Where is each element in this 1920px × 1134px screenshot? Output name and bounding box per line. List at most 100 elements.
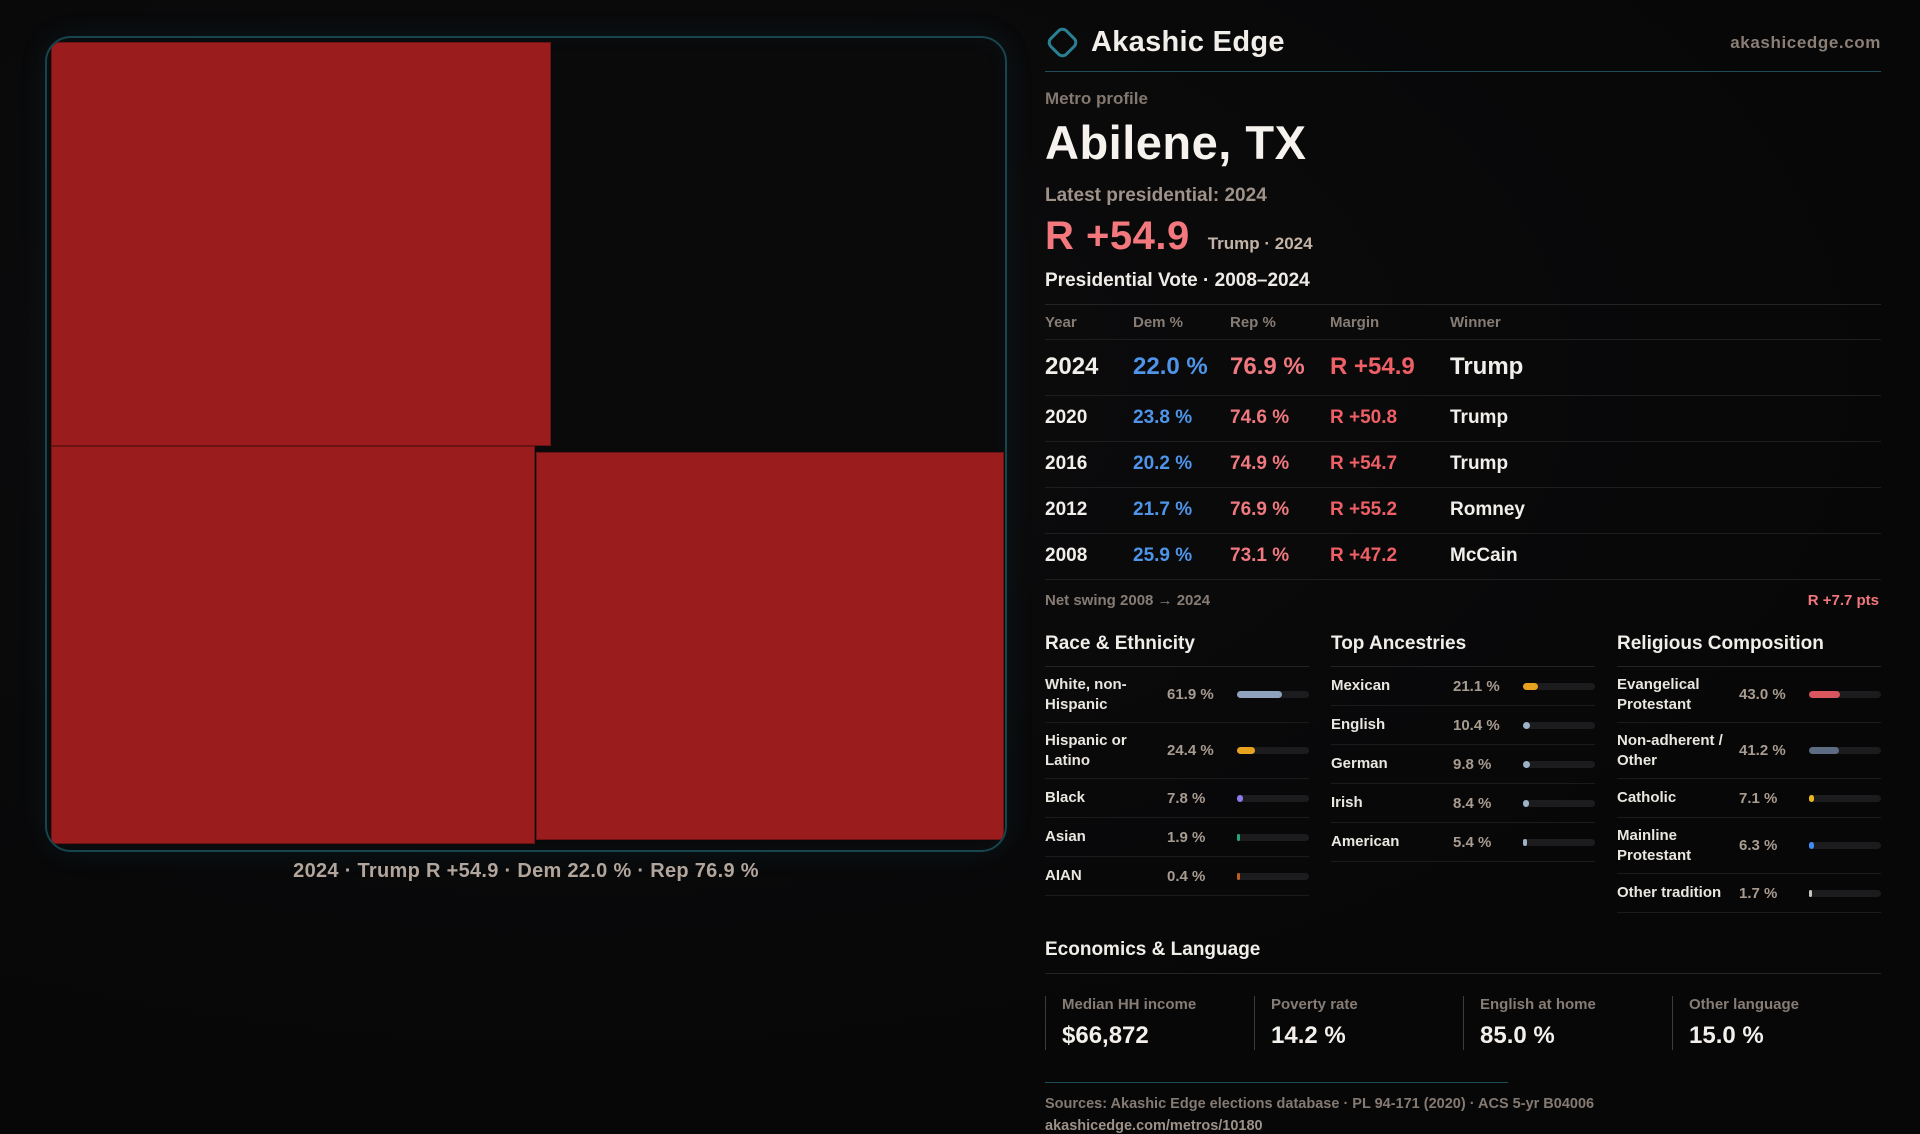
county-shape-northwest[interactable] <box>51 42 551 446</box>
brand-domain-link[interactable]: akashicedge.com <box>1730 32 1881 52</box>
vote-winner: Romney <box>1450 499 1525 520</box>
metric-label: Other tradition <box>1617 884 1722 902</box>
section-title: Religious Composition <box>1617 623 1881 667</box>
metric-value: 7.1 % <box>1739 789 1778 807</box>
section-religious-composition: Religious Composition Evangelical Protes… <box>1617 623 1881 913</box>
vote-year: 2024 <box>1045 353 1099 380</box>
latest-presidential-label: Latest presidential: 2024 <box>1045 185 1267 206</box>
vote-year: 2008 <box>1045 545 1088 566</box>
metric-row: Mexican 21.1 % <box>1331 667 1595 706</box>
vote-dem: 23.8 % <box>1133 407 1193 428</box>
profile-kicker: Metro profile <box>1045 89 1148 108</box>
metric-value: 24.4 % <box>1167 742 1214 759</box>
metric-bar-fill <box>1523 682 1539 690</box>
vote-header-margin: Margin <box>1330 314 1380 331</box>
metric-value: 9.8 % <box>1453 755 1492 773</box>
metric-bar <box>1809 842 1881 849</box>
footer-divider <box>1045 1082 1508 1083</box>
metric-row: German 9.8 % <box>1331 745 1595 784</box>
metric-row: English 10.4 % <box>1331 706 1595 745</box>
stat-other-language: Other language 15.0 % <box>1672 996 1881 1050</box>
metric-label: Irish <box>1331 794 1363 812</box>
headline-margin-row: R +54.9 Trump · 2024 <box>1045 214 1881 259</box>
metric-value: 1.9 % <box>1167 828 1206 846</box>
section-race-ethnicity: Race & Ethnicity White, non-Hispanic 61.… <box>1045 623 1309 913</box>
vote-dem: 22.0 % <box>1133 353 1208 380</box>
metric-label: Mexican <box>1331 677 1391 695</box>
metric-bar <box>1523 682 1595 690</box>
vote-year: 2016 <box>1045 453 1088 474</box>
metric-value: 7.8 % <box>1167 789 1206 807</box>
vote-winner: McCain <box>1450 545 1518 566</box>
metric-bar-fill <box>1237 794 1243 802</box>
metric-row: Evangelical Protestant 43.0 % <box>1617 667 1881 723</box>
metric-label: American <box>1331 833 1400 851</box>
vote-dem: 25.9 % <box>1133 545 1193 566</box>
metric-bar <box>1809 747 1881 754</box>
vote-margin: R +54.7 <box>1330 453 1398 474</box>
stat-value: $66,872 <box>1062 1022 1149 1049</box>
metric-bar <box>1237 872 1309 880</box>
metric-value: 0.4 % <box>1167 867 1206 885</box>
section-top-ancestries: Top Ancestries Mexican 21.1 % English 10… <box>1331 623 1595 913</box>
vote-dem: 21.7 % <box>1133 499 1193 520</box>
brand: Akashic Edge <box>1044 24 1285 61</box>
metric-value: 61.9 % <box>1167 686 1214 703</box>
section-title: Race & Ethnicity <box>1045 623 1309 667</box>
metric-label: German <box>1331 755 1388 773</box>
net-swing-row: Net swing 2008 → 2024 R +7.7 pts <box>1045 580 1881 619</box>
metric-bar-fill <box>1237 691 1282 698</box>
metric-label: Evangelical Protestant <box>1617 676 1700 713</box>
stat-label: Poverty rate <box>1271 996 1358 1013</box>
header: Akashic Edge akashicedge.com <box>1044 24 1881 61</box>
vote-margin: R +47.2 <box>1330 545 1398 566</box>
vote-rep: 74.6 % <box>1230 407 1290 428</box>
vote-header-year: Year <box>1045 314 1077 331</box>
metric-row: Asian 1.9 % <box>1045 818 1309 857</box>
stat-value: 85.0 % <box>1480 1022 1555 1049</box>
vote-row-2012: 2012 21.7 % 76.9 % R +55.2 Romney <box>1045 488 1881 534</box>
vote-rep: 76.9 % <box>1230 499 1290 520</box>
map-caption: 2024 · Trump R +54.9 · Dem 22.0 % · Rep … <box>293 860 759 882</box>
county-shape-southwest[interactable] <box>51 446 535 844</box>
metric-bar <box>1523 799 1595 807</box>
metric-bar <box>1237 747 1309 754</box>
net-swing-label: Net swing 2008 → 2024 <box>1045 592 1211 609</box>
metric-bar <box>1809 794 1881 802</box>
headline-margin-note: Trump · 2024 <box>1207 234 1313 253</box>
metric-label: Asian <box>1045 828 1086 846</box>
metric-bar-fill <box>1237 872 1240 880</box>
metric-value: 1.7 % <box>1739 884 1778 902</box>
metric-bar-fill <box>1809 889 1812 897</box>
vote-margin: R +50.8 <box>1330 407 1398 428</box>
metric-bar-fill <box>1237 833 1240 841</box>
vote-margin: R +54.9 <box>1330 353 1415 380</box>
headline-margin-value: R +54.9 <box>1045 214 1190 258</box>
vote-rep: 73.1 % <box>1230 545 1290 566</box>
metric-label: White, non-Hispanic <box>1045 676 1127 713</box>
stat-median-hh-income: Median HH income $66,872 <box>1045 996 1254 1050</box>
stat-value: 14.2 % <box>1271 1022 1346 1049</box>
metric-bar-fill <box>1523 721 1531 729</box>
divider <box>1045 304 1881 305</box>
vote-winner: Trump <box>1450 353 1524 380</box>
metric-row: Irish 8.4 % <box>1331 784 1595 823</box>
vote-row-2020: 2020 23.8 % 74.6 % R +50.8 Trump <box>1045 396 1881 442</box>
metric-row: American 5.4 % <box>1331 823 1595 862</box>
sources-line: Sources: Akashic Edge elections database… <box>1045 1096 1595 1112</box>
county-shape-southeast[interactable] <box>536 452 1004 840</box>
stat-label: Other language <box>1689 996 1800 1013</box>
metric-bar <box>1523 838 1595 846</box>
metric-row: AIAN 0.4 % <box>1045 857 1309 896</box>
metric-row: Catholic 7.1 % <box>1617 779 1881 818</box>
metric-bar <box>1523 760 1595 768</box>
vote-dem: 20.2 % <box>1133 453 1193 474</box>
metro-permalink[interactable]: akashicedge.com/metros/10180 <box>1045 1118 1263 1134</box>
vote-header-rep: Rep % <box>1230 314 1276 331</box>
metric-label: Black <box>1045 789 1086 807</box>
brand-name: Akashic Edge <box>1091 26 1285 58</box>
vote-row-2016: 2016 20.2 % 74.9 % R +54.7 Trump <box>1045 442 1881 488</box>
metric-label: English <box>1331 716 1386 734</box>
metric-bar-fill <box>1237 747 1255 754</box>
vote-winner: Trump <box>1450 407 1509 428</box>
